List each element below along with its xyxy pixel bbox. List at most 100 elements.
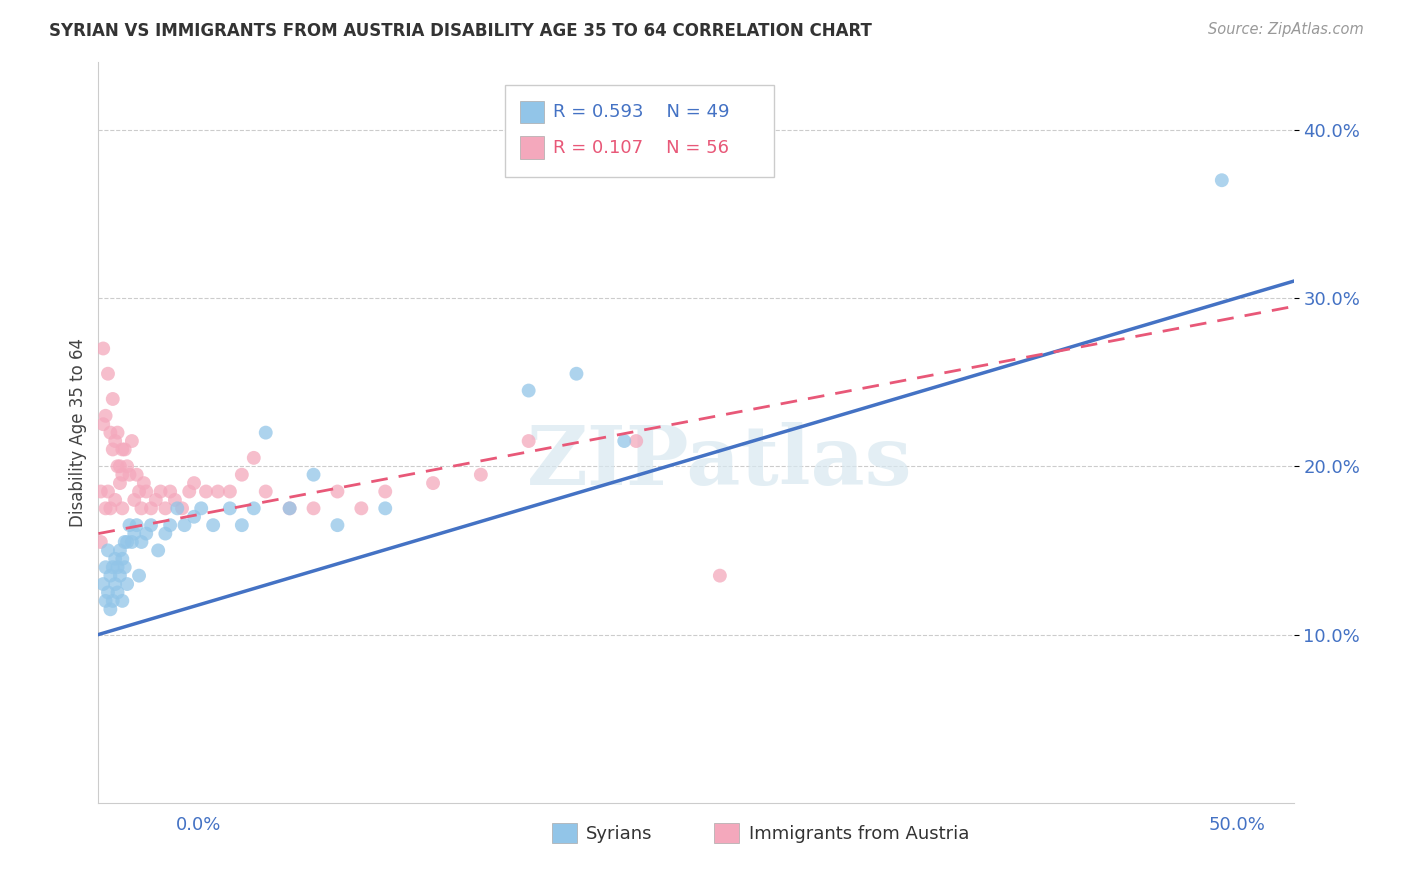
Point xyxy=(98,501,122,516)
Point xyxy=(219,484,242,499)
Point xyxy=(139,501,162,516)
Point xyxy=(166,501,188,516)
Point xyxy=(101,392,124,406)
Point xyxy=(159,518,181,533)
Point xyxy=(91,342,114,356)
Point xyxy=(148,543,170,558)
Point xyxy=(111,442,134,457)
Bar xyxy=(520,136,544,159)
Point xyxy=(131,535,153,549)
Point xyxy=(121,434,143,448)
Point xyxy=(125,518,148,533)
Point xyxy=(98,568,122,582)
Point xyxy=(172,501,194,516)
Point xyxy=(104,492,127,507)
Y-axis label: Disability Age 35 to 64: Disability Age 35 to 64 xyxy=(69,338,87,527)
Point xyxy=(195,484,218,499)
Point xyxy=(302,467,325,482)
Point xyxy=(118,518,141,533)
Point xyxy=(422,476,444,491)
FancyBboxPatch shape xyxy=(505,85,773,178)
Point xyxy=(118,467,141,482)
Bar xyxy=(520,101,544,123)
Point xyxy=(219,501,242,516)
Point xyxy=(202,518,225,533)
Point xyxy=(565,367,588,381)
Point xyxy=(243,450,266,465)
Point xyxy=(613,434,636,448)
Text: Immigrants from Austria: Immigrants from Austria xyxy=(748,825,969,843)
Point xyxy=(132,476,155,491)
Point xyxy=(135,526,157,541)
Point xyxy=(108,568,131,582)
Point xyxy=(114,560,136,574)
Point xyxy=(121,535,143,549)
Point xyxy=(124,526,146,541)
Point xyxy=(231,518,253,533)
Point xyxy=(114,442,136,457)
Point xyxy=(90,484,112,499)
Point xyxy=(326,484,349,499)
Point xyxy=(101,442,124,457)
Point xyxy=(517,434,540,448)
Point xyxy=(108,459,131,474)
Point xyxy=(155,526,177,541)
Point xyxy=(145,492,167,507)
Point xyxy=(107,560,129,574)
Text: R = 0.593    N = 49: R = 0.593 N = 49 xyxy=(553,103,730,121)
Point xyxy=(173,518,195,533)
Point xyxy=(111,594,134,608)
Point xyxy=(115,577,138,591)
Point xyxy=(139,518,162,533)
Point xyxy=(374,501,396,516)
Point xyxy=(128,484,150,499)
Point xyxy=(107,459,129,474)
Point xyxy=(374,484,396,499)
Point xyxy=(470,467,492,482)
Point xyxy=(101,560,124,574)
Point xyxy=(302,501,325,516)
Point xyxy=(135,484,157,499)
Point xyxy=(278,501,301,516)
Point xyxy=(104,434,127,448)
Point xyxy=(626,434,648,448)
Point xyxy=(149,484,172,499)
Point xyxy=(278,501,301,516)
Point xyxy=(97,585,120,599)
Point xyxy=(163,492,186,507)
Point xyxy=(207,484,229,499)
Point xyxy=(254,484,277,499)
Point xyxy=(155,501,177,516)
Point xyxy=(114,535,136,549)
Point xyxy=(183,476,205,491)
Point xyxy=(108,476,131,491)
Point xyxy=(124,492,146,507)
Point xyxy=(159,484,181,499)
Point xyxy=(350,501,373,516)
Text: 0.0%: 0.0% xyxy=(176,816,221,834)
Point xyxy=(111,467,134,482)
Point xyxy=(98,425,122,440)
Text: SYRIAN VS IMMIGRANTS FROM AUSTRIA DISABILITY AGE 35 TO 64 CORRELATION CHART: SYRIAN VS IMMIGRANTS FROM AUSTRIA DISABI… xyxy=(49,22,872,40)
Text: Source: ZipAtlas.com: Source: ZipAtlas.com xyxy=(1208,22,1364,37)
Point xyxy=(115,459,138,474)
Point xyxy=(94,560,117,574)
Point xyxy=(125,467,148,482)
Text: Syrians: Syrians xyxy=(585,825,652,843)
Point xyxy=(1211,173,1233,187)
Point xyxy=(115,535,138,549)
Point xyxy=(94,409,117,423)
Point xyxy=(183,509,205,524)
Text: R = 0.107    N = 56: R = 0.107 N = 56 xyxy=(553,138,728,157)
Point xyxy=(709,568,731,582)
Point xyxy=(104,577,127,591)
Point xyxy=(190,501,212,516)
Point xyxy=(111,501,134,516)
Point xyxy=(231,467,253,482)
Point xyxy=(128,568,150,582)
Point xyxy=(107,585,129,599)
Point xyxy=(111,551,134,566)
Point xyxy=(91,577,114,591)
Point xyxy=(254,425,277,440)
Point xyxy=(108,543,131,558)
